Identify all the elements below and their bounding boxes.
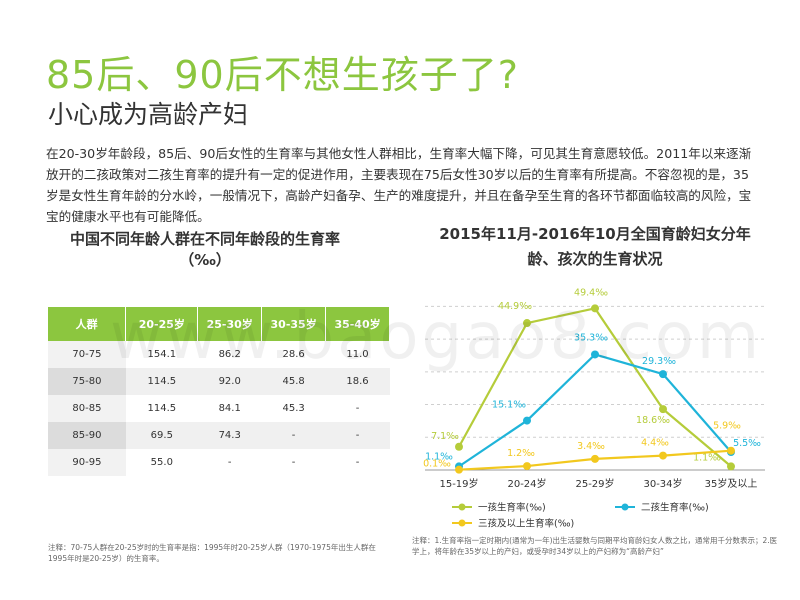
data-label: 1.1‰ (425, 451, 453, 462)
x-tick-label: 25-29岁 (575, 477, 614, 490)
x-tick-label: 20-24岁 (507, 477, 546, 490)
data-point (727, 462, 735, 471)
data-point (591, 454, 599, 463)
data-label: 1.2‰ (507, 448, 535, 459)
table-header-cell: 30-35岁 (261, 307, 327, 341)
table-cell: 45.3 (261, 395, 326, 422)
table-row: 70-75 154.1 86.2 28.6 11.0 (48, 341, 390, 368)
table-title: 中国不同年龄人群在不同年龄段的生育率（‰） (69, 230, 340, 269)
data-point (455, 442, 463, 451)
table-row: 85-90 69.5 74.3 - - (48, 422, 390, 449)
data-label: 15.1‰ (492, 400, 526, 411)
table-cell: 11.0 (325, 341, 390, 368)
table-cell-group: 70-75 (48, 341, 126, 368)
table-cell: - (197, 449, 262, 476)
legend-marker (458, 503, 466, 511)
table-cell: 45.8 (261, 368, 326, 395)
table-cell: 84.1 (197, 395, 262, 422)
table-cell: 114.5 (125, 368, 198, 395)
data-label: 49.4‰ (574, 287, 608, 298)
data-point (455, 465, 463, 474)
data-point (523, 416, 531, 425)
data-point (523, 319, 531, 328)
watermark-text: www.baogao8.com (110, 300, 763, 374)
table-cell: 114.5 (125, 395, 198, 422)
data-point (523, 462, 531, 471)
x-tick-label: 15-19岁 (439, 477, 478, 490)
data-label: 0.1‰ (423, 459, 451, 470)
table-cell: 92.0 (197, 368, 262, 395)
legend-marker (621, 503, 629, 511)
data-label: 44.9‰ (498, 301, 532, 312)
table-row: 80-85 114.5 84.1 45.3 - (48, 395, 390, 422)
data-point (591, 350, 599, 359)
table-cell-group: 80-85 (48, 395, 126, 422)
fertility-table: 人群 20-25岁 25-30岁 30-35岁 35-40岁 70-75 154… (48, 307, 390, 476)
data-point (659, 451, 667, 460)
table-row: 90-95 55.0 - - - (48, 449, 390, 476)
data-label: 35.3‰ (574, 332, 608, 343)
legend-label: 二孩生育率(‰) (641, 502, 709, 514)
chart-title: 2015年11月-2016年10月全国育龄妇女分年龄、孩次的生育状况 (439, 225, 751, 268)
table-cell: - (325, 422, 390, 449)
table-header-cell: 25-30岁 (197, 307, 263, 341)
table-cell: 28.6 (261, 341, 326, 368)
data-label: 3.4‰ (577, 441, 605, 452)
table-cell: - (261, 449, 326, 476)
x-tick-label: 35岁及以上 (705, 477, 758, 490)
legend-marker (458, 519, 466, 527)
data-point (659, 370, 667, 379)
table-cell-group: 90-95 (48, 449, 126, 476)
intro-paragraph: 在20-30岁年龄段，85后、90后女性的生育率与其他女性人群相比，生育率大幅下… (46, 146, 752, 224)
table-header-cell: 人群 (48, 307, 127, 341)
table-header-row: 人群 20-25岁 25-30岁 30-35岁 35-40岁 (48, 307, 390, 341)
table-cell: 69.5 (125, 422, 198, 449)
data-label: 5.9‰ (713, 421, 741, 432)
table-cell: - (325, 395, 390, 422)
page-title: 85后、90后不想生孩子了? (46, 53, 519, 97)
data-point (591, 304, 599, 313)
data-point (727, 446, 735, 455)
table-cell: 18.6 (325, 368, 390, 395)
table-cell: 154.1 (125, 341, 198, 368)
table-note: 注释：70-75人群在20-25岁时的生育率是指：1995年时20-25岁人群（… (48, 543, 376, 563)
table-header-cell: 35-40岁 (325, 307, 390, 341)
table-cell: - (325, 449, 390, 476)
data-label: 7.1‰ (431, 431, 459, 442)
legend-label: 一孩生育率(‰) (478, 502, 546, 514)
table-cell-group: 75-80 (48, 368, 126, 395)
table-row: 75-80 114.5 92.0 45.8 18.6 (48, 368, 390, 395)
data-point (659, 405, 667, 414)
table-cell: 74.3 (197, 422, 262, 449)
table-cell: - (261, 422, 326, 449)
data-label: 5.5‰ (733, 438, 761, 449)
legend-label: 三孩及以上生育率(‰) (478, 518, 574, 530)
chart-note: 注释：1.生育率指一定时期内(通常为一年)出生活婴数与同期平均育龄妇女人数之比，… (412, 536, 778, 556)
data-label: 1.1‰ (693, 452, 721, 463)
table-header-cell: 20-25岁 (125, 307, 199, 341)
table-cell-group: 85-90 (48, 422, 126, 449)
data-label: 18.6‰ (636, 415, 670, 426)
data-label: 29.3‰ (642, 356, 676, 367)
page-subtitle: 小心成为高龄产妇 (48, 100, 249, 129)
x-tick-label: 30-34岁 (643, 477, 682, 490)
table-cell: 86.2 (197, 341, 262, 368)
data-label: 4.4‰ (641, 438, 669, 449)
table-cell: 55.0 (125, 449, 198, 476)
